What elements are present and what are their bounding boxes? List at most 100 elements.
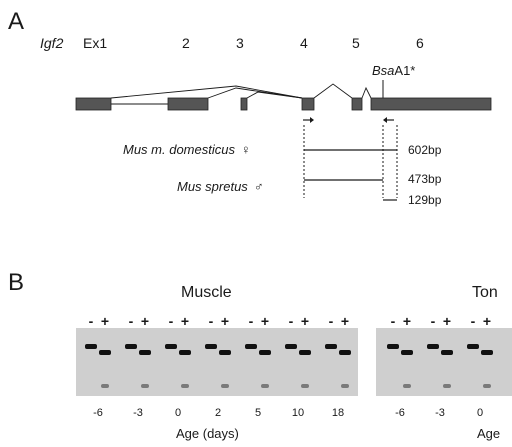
gel-band-undigested bbox=[387, 344, 399, 349]
gene-label: Igf2 bbox=[40, 35, 64, 51]
gel-band-small-fragment bbox=[221, 384, 229, 388]
species-spretus-label: Mus spretus ♂ bbox=[177, 179, 264, 194]
gel-band-digested bbox=[179, 350, 191, 355]
gel-band-undigested bbox=[427, 344, 439, 349]
gel-band-small-fragment bbox=[301, 384, 309, 388]
age-tick-label: 2 bbox=[215, 407, 221, 419]
age-ticks-tongue: -6 -3 0 bbox=[395, 407, 483, 419]
lane-signs-tongue: - + - + - + bbox=[391, 313, 491, 329]
gel-band-digested bbox=[299, 350, 311, 355]
age-tick-label: -3 bbox=[435, 407, 445, 419]
age-tick-label: 5 bbox=[255, 407, 261, 419]
exon-label-6: 6 bbox=[416, 35, 424, 51]
gel-band-small-fragment bbox=[403, 384, 411, 388]
size-129-label: 129bp bbox=[408, 193, 442, 207]
tissue-label-muscle: Muscle bbox=[181, 284, 232, 301]
exon-6-box bbox=[370, 97, 492, 111]
gel-image-muscle bbox=[76, 328, 358, 396]
lane-sign-minus: - bbox=[169, 313, 174, 329]
axis-label-tongue: Age bbox=[477, 426, 500, 441]
gel-band-undigested bbox=[245, 344, 257, 349]
age-tick-label: 10 bbox=[292, 407, 304, 419]
size-602-label: 602bp bbox=[408, 143, 442, 157]
exon-5-box bbox=[351, 97, 363, 111]
age-tick-label: -6 bbox=[93, 407, 103, 419]
product-domesticus: Mus m. domesticus ♀ 602bp bbox=[123, 142, 442, 157]
lane-sign-minus: - bbox=[329, 313, 334, 329]
gel-band-small-fragment bbox=[483, 384, 491, 388]
age-tick-label: -6 bbox=[395, 407, 405, 419]
panel-b-letter: B bbox=[8, 269, 24, 296]
splice-line-4-5 bbox=[313, 83, 353, 99]
axis-label-muscle: Age (days) bbox=[176, 426, 239, 441]
lane-sign-minus: - bbox=[129, 313, 134, 329]
exon-4-box bbox=[301, 97, 315, 111]
gel-band-undigested bbox=[205, 344, 217, 349]
gel-band-digested bbox=[139, 350, 151, 355]
gene-model bbox=[75, 83, 492, 111]
lane-sign-plus: + bbox=[221, 313, 229, 329]
lane-sign-plus: + bbox=[403, 313, 411, 329]
gel-band-digested bbox=[481, 350, 493, 355]
gel-muscle: Muscle - + - + - + - + - + - + - + -6 -3 0 2 5 10 18 Age (d… bbox=[76, 284, 358, 441]
lane-sign-minus: - bbox=[289, 313, 294, 329]
lane-sign-plus: + bbox=[443, 313, 451, 329]
lane-sign-minus: - bbox=[391, 313, 396, 329]
gel-band-digested bbox=[99, 350, 111, 355]
lane-sign-plus: + bbox=[141, 313, 149, 329]
gel-band-undigested bbox=[285, 344, 297, 349]
age-tick-label: -3 bbox=[133, 407, 143, 419]
gel-band-undigested bbox=[325, 344, 337, 349]
gel-band-digested bbox=[401, 350, 413, 355]
lane-sign-minus: - bbox=[89, 313, 94, 329]
lane-sign-minus: - bbox=[471, 313, 476, 329]
lane-sign-plus: + bbox=[341, 313, 349, 329]
splice-line-1-4 bbox=[110, 85, 303, 99]
age-tick-label: 0 bbox=[175, 407, 181, 419]
exon-2-box bbox=[167, 97, 209, 111]
product-spretus: Mus spretus ♂ 473bp 129bp bbox=[177, 172, 442, 207]
gel-band-small-fragment bbox=[101, 384, 109, 388]
lane-sign-plus: + bbox=[261, 313, 269, 329]
exon-label-2: 2 bbox=[182, 35, 190, 51]
gel-band-undigested bbox=[165, 344, 177, 349]
lane-sign-minus: - bbox=[431, 313, 436, 329]
restriction-site-label: BsaA1* bbox=[372, 63, 415, 78]
exon-3-box bbox=[240, 97, 248, 111]
reverse-primer-arrowhead-icon bbox=[383, 117, 387, 123]
lane-sign-minus: - bbox=[249, 313, 254, 329]
splice-line-3-4 bbox=[246, 91, 303, 99]
gel-band-small-fragment bbox=[181, 384, 189, 388]
lane-sign-plus: + bbox=[181, 313, 189, 329]
exon-labels: Ex1 2 3 4 5 6 bbox=[83, 35, 424, 51]
age-tick-label: 0 bbox=[477, 407, 483, 419]
exon-label-1: Ex1 bbox=[83, 35, 107, 51]
splice-line-5-6 bbox=[361, 86, 372, 99]
age-tick-label: 18 bbox=[332, 407, 344, 419]
gel-band-undigested bbox=[125, 344, 137, 349]
gel-band-digested bbox=[441, 350, 453, 355]
bands-muscle bbox=[85, 344, 351, 388]
lane-sign-plus: + bbox=[101, 313, 109, 329]
gel-band-small-fragment bbox=[443, 384, 451, 388]
tissue-label-tongue: Ton bbox=[472, 284, 498, 301]
gel-band-small-fragment bbox=[261, 384, 269, 388]
lane-sign-plus: + bbox=[301, 313, 309, 329]
gel-band-undigested bbox=[85, 344, 97, 349]
primer-arrows bbox=[303, 117, 394, 123]
bands-tongue bbox=[387, 344, 493, 388]
gel-tongue: Ton - + - + - + -6 -3 0 Age bbox=[376, 284, 512, 441]
lane-sign-minus: - bbox=[209, 313, 214, 329]
exon-label-5: 5 bbox=[352, 35, 360, 51]
species-domesticus-label: Mus m. domesticus ♀ bbox=[123, 142, 251, 157]
forward-primer-arrowhead-icon bbox=[310, 117, 314, 123]
exon-1-box bbox=[75, 97, 112, 111]
gel-band-undigested bbox=[467, 344, 479, 349]
lane-signs-muscle: - + - + - + - + - + - + - + bbox=[89, 313, 349, 329]
gel-band-digested bbox=[259, 350, 271, 355]
gel-band-small-fragment bbox=[341, 384, 349, 388]
gel-band-small-fragment bbox=[141, 384, 149, 388]
lane-sign-plus: + bbox=[483, 313, 491, 329]
panel-a-letter: A bbox=[8, 8, 24, 35]
